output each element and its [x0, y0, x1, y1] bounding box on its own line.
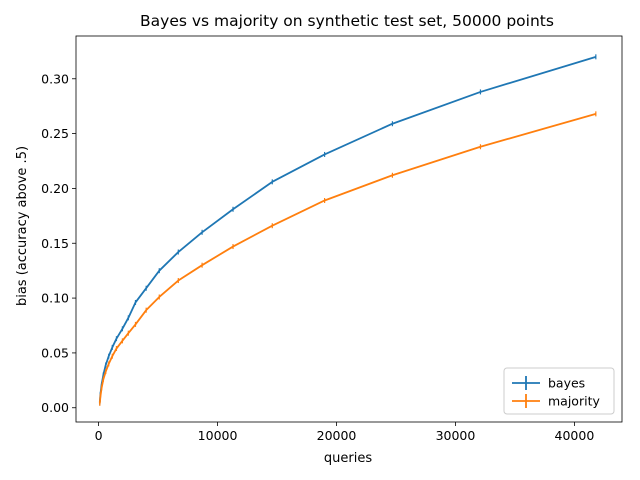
y-axis-label: bias (accuracy above .5): [15, 146, 30, 306]
legend-entry-majority: majority: [512, 394, 600, 409]
x-tick-label: 10000: [198, 428, 238, 443]
legend-entry-bayes: bayes: [512, 376, 585, 391]
y-tick-label: 0.25: [41, 126, 69, 141]
y-tick-label: 0.20: [41, 181, 69, 196]
bayes-line: [98, 55, 597, 403]
series-layer: [98, 54, 597, 406]
series-bayes: [98, 54, 597, 405]
x-axis-label: queries: [324, 451, 372, 466]
plot-border: [75, 35, 623, 423]
y-tick-label: 0.10: [41, 291, 69, 306]
x-tick-label: 20000: [317, 428, 357, 443]
series-majority: [98, 111, 597, 406]
x-axis: 0 10000 20000 30000 40000: [95, 422, 595, 443]
y-axis: 0.00 0.05 0.10 0.15 0.20 0.25 0.30: [41, 71, 76, 415]
plot-area: [75, 35, 623, 423]
y-tick-label: 0.30: [41, 71, 69, 86]
y-tick-label: 0.05: [41, 345, 69, 360]
chart-title: Bayes vs majority on synthetic test set,…: [140, 12, 554, 30]
x-tick-label: 40000: [555, 428, 595, 443]
legend-label: majority: [548, 394, 600, 409]
majority-line: [98, 112, 597, 404]
y-tick-label: 0.15: [41, 236, 69, 251]
legend: bayes majority: [503, 367, 615, 415]
legend-label: bayes: [548, 376, 585, 391]
x-tick-label: 0: [95, 428, 103, 443]
legend-box: [503, 367, 615, 415]
x-tick-label: 30000: [436, 428, 476, 443]
y-tick-label: 0.00: [41, 400, 69, 415]
